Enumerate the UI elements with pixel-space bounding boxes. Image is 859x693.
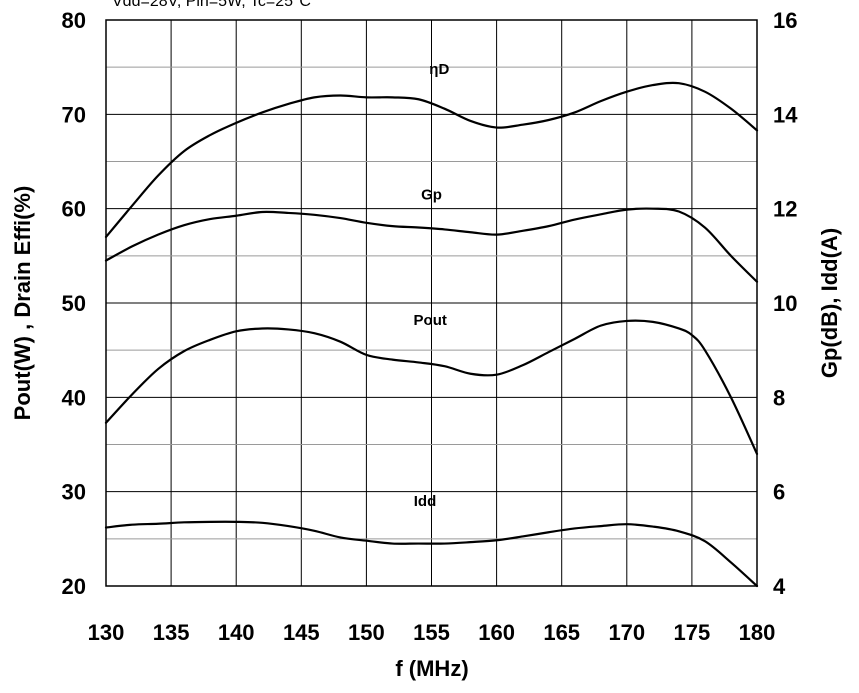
y-right-tick-label: 14 bbox=[773, 102, 798, 127]
chart-series bbox=[104, 81, 759, 588]
y-right-tick-label: 16 bbox=[773, 8, 797, 33]
y-left-tick-label: 70 bbox=[62, 102, 86, 127]
y-left-tick-label: 40 bbox=[62, 385, 86, 410]
y-left-tick-label: 80 bbox=[62, 8, 86, 33]
y-right-tick-label: 8 bbox=[773, 385, 785, 410]
series-labels: ηD Gp Pout Idd bbox=[414, 61, 450, 510]
x-tick-label: 175 bbox=[674, 620, 711, 645]
y-left-tick-label: 60 bbox=[62, 197, 86, 222]
series-label: Idd bbox=[414, 493, 437, 510]
x-tick-label: 180 bbox=[739, 620, 776, 645]
chart-top-note: Vdd=28V, Pin=5W, Tc=25°C bbox=[112, 0, 311, 10]
plot-frame bbox=[105, 19, 758, 587]
x-tick-label: 160 bbox=[478, 620, 515, 645]
series-line-1 bbox=[104, 207, 759, 283]
x-tick-label: 135 bbox=[153, 620, 190, 645]
left-y-axis-title: Pout(W) , Drain Effi(%) bbox=[10, 186, 35, 421]
series-label: ηD bbox=[429, 61, 449, 78]
y-left-tick-label: 30 bbox=[62, 480, 86, 505]
series-label: Pout bbox=[414, 312, 447, 329]
y-left-tick-label: 20 bbox=[62, 574, 86, 599]
x-axis-title: f (MHz) bbox=[395, 656, 468, 681]
series-label: Gp bbox=[421, 187, 442, 204]
x-tick-label: 170 bbox=[608, 620, 645, 645]
series-line-0 bbox=[104, 81, 759, 239]
series-line-2 bbox=[104, 319, 759, 456]
right-y-axis-title: Gp(dB), Idd(A) bbox=[817, 228, 842, 378]
y-right-tick-label: 10 bbox=[773, 291, 797, 316]
axis-ticks: 130 135 140 145 150 155 160 165 170 175 180 20 30 40 5… bbox=[62, 8, 799, 645]
x-tick-label: 140 bbox=[218, 620, 255, 645]
x-tick-label: 155 bbox=[413, 620, 450, 645]
x-tick-label: 145 bbox=[283, 620, 320, 645]
y-left-tick-label: 50 bbox=[62, 291, 86, 316]
y-right-tick-label: 4 bbox=[773, 574, 786, 599]
series-line-3 bbox=[104, 520, 759, 588]
x-tick-label: 130 bbox=[88, 620, 125, 645]
x-tick-label: 150 bbox=[348, 620, 385, 645]
x-tick-label: 165 bbox=[543, 620, 580, 645]
y-right-tick-label: 6 bbox=[773, 480, 785, 505]
y-right-tick-label: 12 bbox=[773, 197, 797, 222]
